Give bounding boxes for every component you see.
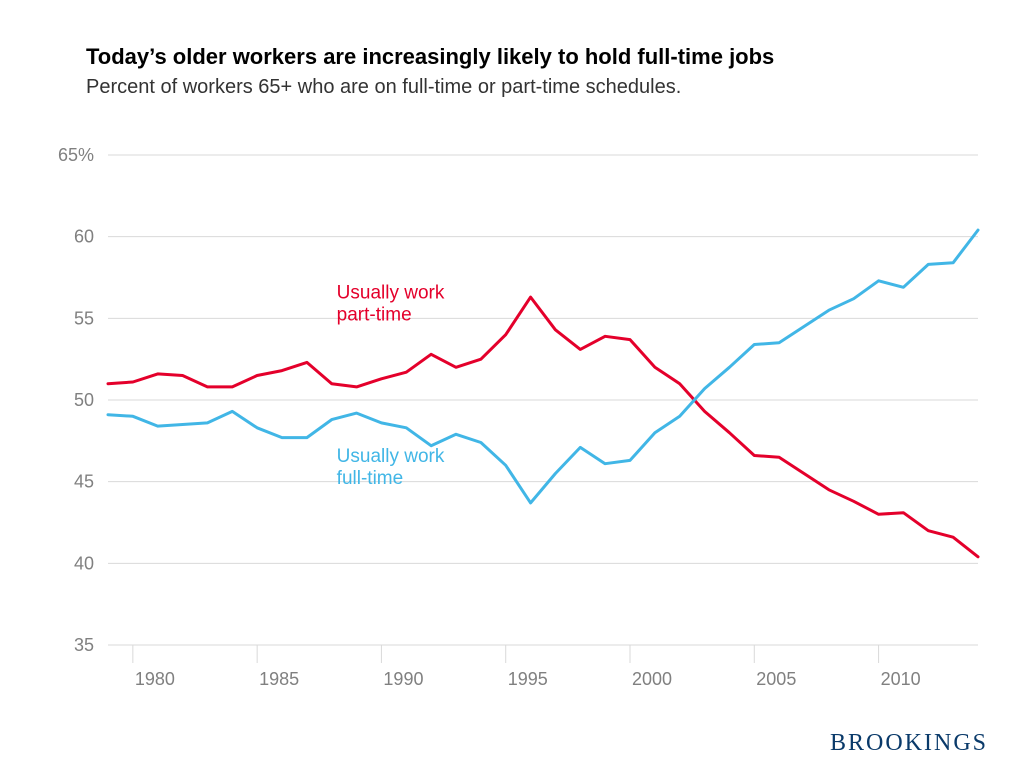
series-line xyxy=(108,297,978,557)
x-axis-label: 2000 xyxy=(632,669,672,689)
brookings-logo: BROOKINGS xyxy=(830,730,988,757)
y-axis-label: 55 xyxy=(74,308,94,328)
y-axis-label: 45 xyxy=(74,472,94,492)
x-axis-label: 2010 xyxy=(881,669,921,689)
y-axis-label: 35 xyxy=(74,635,94,655)
y-axis-label: 40 xyxy=(74,553,94,573)
series-label: part-time xyxy=(337,305,412,326)
x-axis-label: 1995 xyxy=(508,669,548,689)
chart-title: Today’s older workers are increasingly l… xyxy=(86,44,774,70)
series-label: Usually work xyxy=(337,283,445,304)
line-chart: 35 40 45 50 55 60 65% 1980 1985 1990 1995 2000 2005 2… xyxy=(0,0,1024,779)
series-line xyxy=(108,230,978,503)
series-label: Usually work xyxy=(337,446,445,467)
y-axis-label: 60 xyxy=(74,227,94,247)
chart-subtitle: Percent of workers 65+ who are on full-t… xyxy=(86,76,681,99)
x-axis-label: 1980 xyxy=(135,669,175,689)
x-axis-label: 1990 xyxy=(383,669,423,689)
y-axis-label: 65% xyxy=(58,145,94,165)
series-label: full-time xyxy=(337,468,404,489)
x-axis-label: 1985 xyxy=(259,669,299,689)
y-axis-label: 50 xyxy=(74,390,94,410)
x-axis-label: 2005 xyxy=(756,669,796,689)
chart-container: { "title": { "text": "Today’s older work… xyxy=(0,0,1024,779)
